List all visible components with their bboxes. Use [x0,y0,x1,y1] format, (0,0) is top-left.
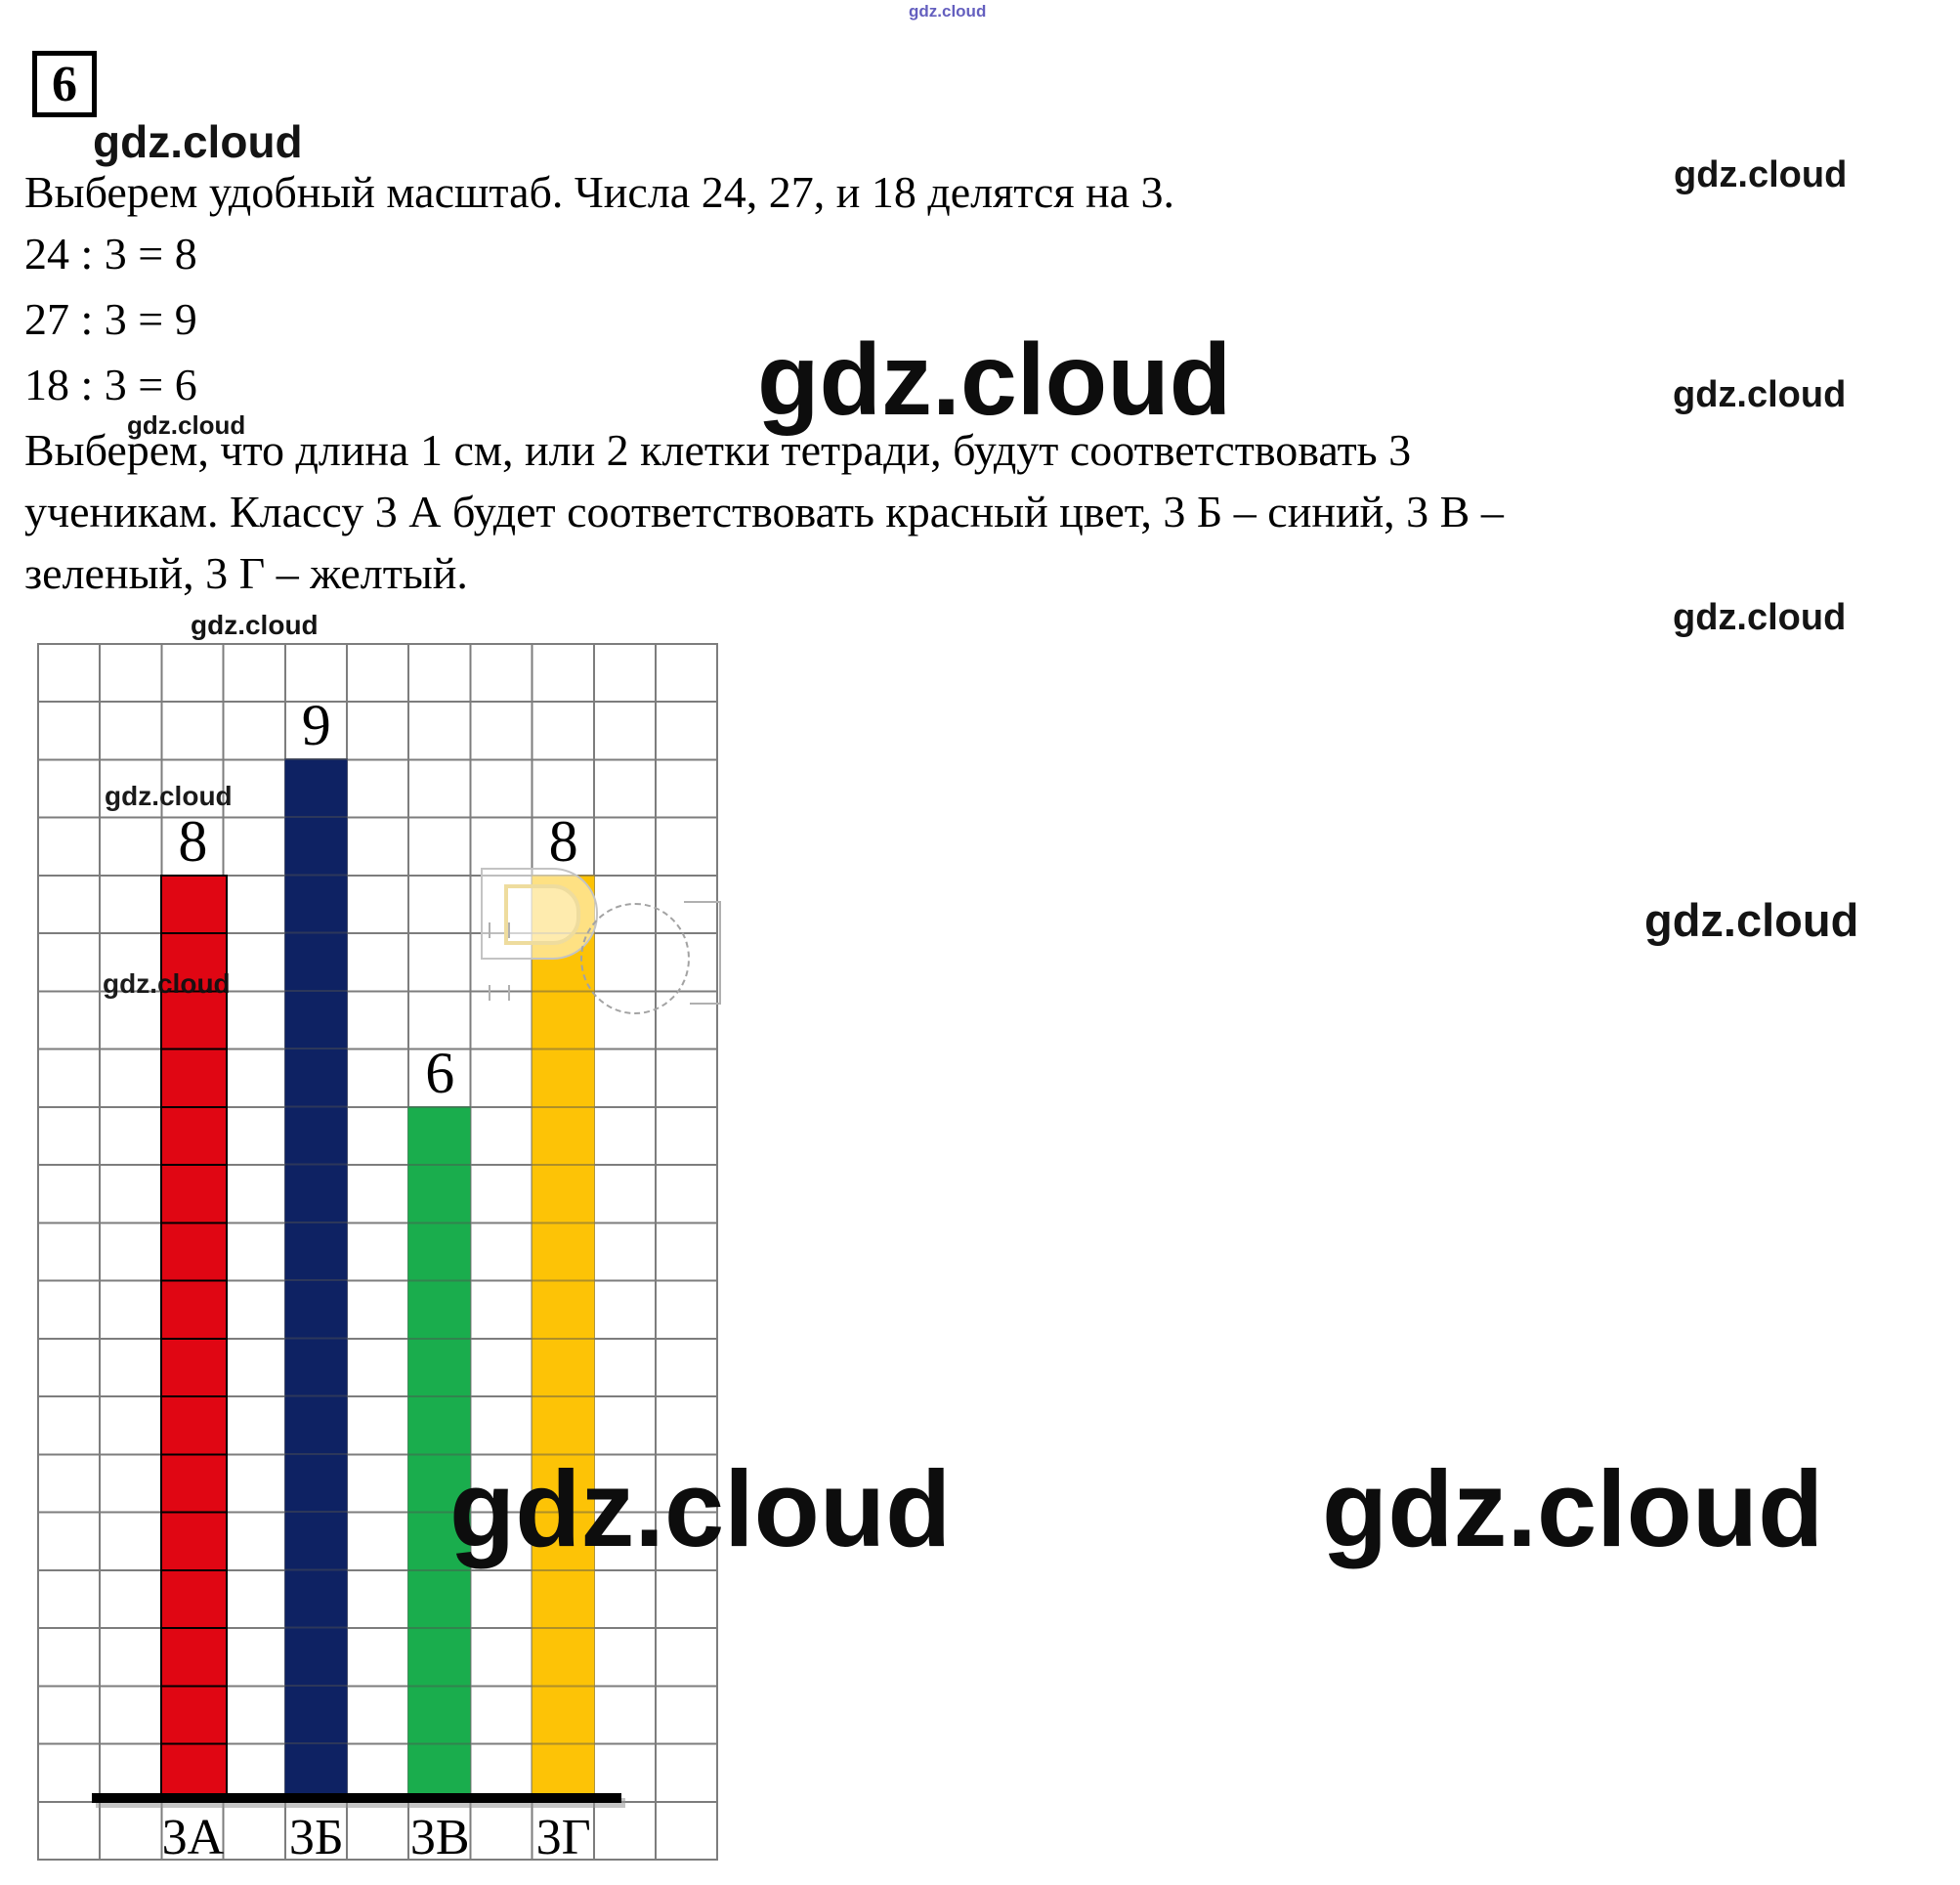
gdz-watermark-6: gdz.cloud [191,610,319,640]
bar-value-label-3В: 6 [425,1040,455,1105]
gdz-watermark-9: gdz.cloud [103,968,231,999]
bar-3Б [283,758,348,1801]
gdz-watermark-12: gdz.cloud [1322,1449,1824,1569]
gdz-watermark-5: gdz.cloud [127,410,246,440]
bar-3Г [531,874,595,1801]
scale-title-line: Выберем удобный масштаб. Числа 24, 27, и… [24,167,1175,217]
bar-3А [160,874,229,1801]
category-label-3А: 3А [161,1809,225,1865]
gdz-watermark-7: gdz.cloud [1673,597,1847,638]
x-axis-line [92,1793,621,1803]
gdz-watermark-3: gdz.cloud [757,323,1232,437]
equation-line-2: 27 : 3 = 9 [24,294,197,344]
gdz-watermark-0: gdz.cloud [909,2,987,21]
category-label-3В: 3В [409,1809,470,1865]
category-label-3Г: 3Г [535,1809,591,1865]
gdz-watermark-8: gdz.cloud [105,781,233,811]
equation-line-3: 18 : 3 = 6 [24,360,197,409]
gdz-watermark-2: gdz.cloud [1674,154,1848,195]
category-label-3Б: 3Б [288,1809,344,1865]
problem-number: 6 [52,56,77,112]
bar-3В [407,1105,472,1801]
problem-number-box: 6 [32,51,97,117]
gdz-watermark-1: gdz.cloud [93,116,303,167]
gdz-watermark-11: gdz.cloud [449,1449,952,1569]
gdz-watermark-10: gdz.cloud [1644,894,1859,946]
chart-grid [37,643,718,1861]
bar-value-label-3Б: 9 [301,693,331,758]
gdz-watermark-4: gdz.cloud [1673,374,1847,415]
bar-value-label-3А: 8 [178,808,208,874]
paragraph-line-1: Выберем, что длина 1 см, или 2 клетки те… [24,425,1412,475]
ghost-logo-bracket-side [719,901,721,1005]
paragraph-line-3: зеленый, 3 Г – желтый. [24,548,468,598]
paragraph-line-2: ученикам. Классу 3 А будет соответствова… [24,487,1504,536]
bar-value-label-3Г: 8 [548,808,578,874]
equation-line-1: 24 : 3 = 8 [24,229,197,278]
